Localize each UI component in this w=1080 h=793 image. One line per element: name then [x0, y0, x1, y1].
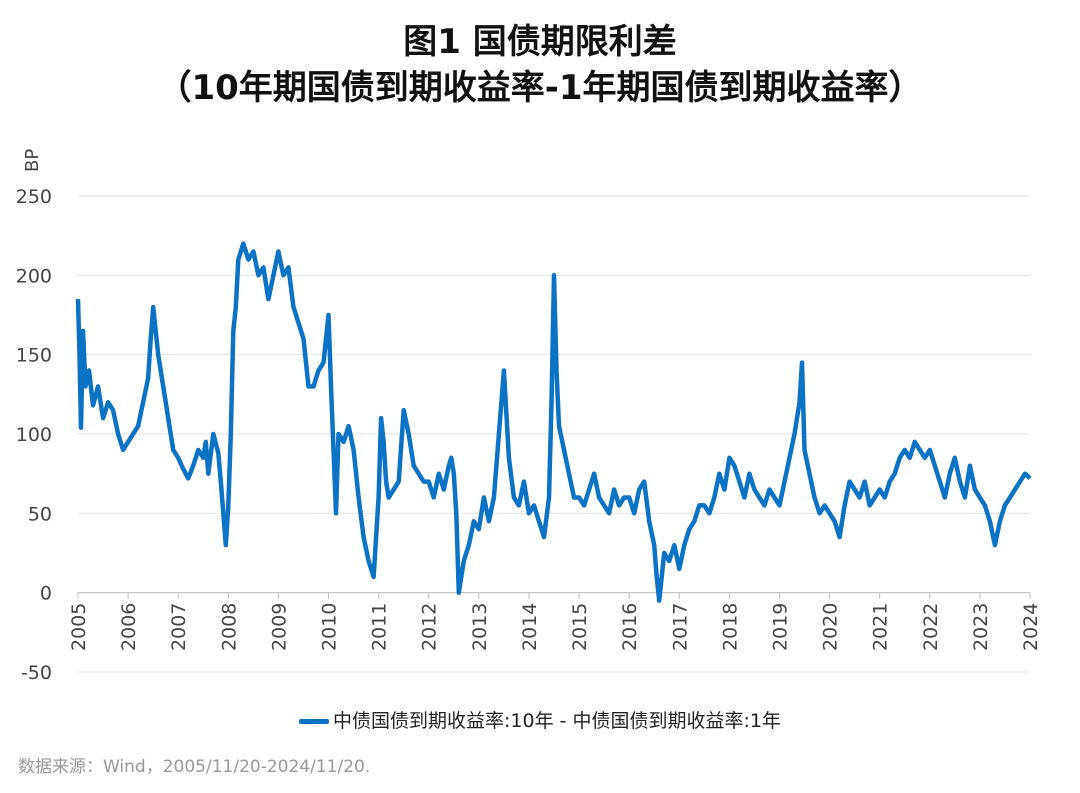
x-tick-label: 2019: [769, 603, 791, 651]
chart-title: 图1 国债期限利差: [403, 22, 677, 62]
y-axis-label: BP: [22, 149, 43, 172]
x-tick-label: 2010: [319, 603, 341, 651]
x-tick-label: 2014: [519, 603, 541, 651]
legend-label: 中债国债到期收益率:10年 - 中债国债到期收益率:1年: [332, 710, 781, 732]
y-tick-label: 200: [16, 265, 52, 287]
x-tick-label: 2013: [469, 603, 491, 651]
y-tick-label: 0: [40, 583, 52, 605]
x-tick-label: 2022: [920, 603, 942, 651]
x-tick-labels: 2005 2006 2007 2008 2009 2010 2011 2012 2013 2014…: [68, 592, 1042, 651]
x-tick-label: 2021: [870, 603, 892, 651]
y-tick-label: 50: [28, 503, 52, 525]
x-tick-label: 2006: [118, 603, 140, 651]
x-tick-label: 2015: [569, 603, 591, 651]
x-tick-label: 2007: [168, 603, 190, 651]
y-tick-label: -50: [21, 662, 52, 684]
y-tick-label: 100: [16, 424, 52, 446]
x-tick-label: 2009: [268, 603, 290, 651]
y-tick-label: 150: [16, 345, 52, 367]
y-tick-label: 250: [16, 186, 52, 208]
legend: 中债国债到期收益率:10年 - 中债国债到期收益率:1年: [0, 706, 1080, 733]
x-tick-label: 2020: [820, 603, 842, 651]
x-tick-label: 2011: [369, 603, 391, 651]
x-tick-label: 2008: [218, 603, 240, 651]
gridlines: [78, 195, 1030, 673]
x-tick-label: 2016: [619, 603, 641, 651]
chart-subtitle: （10年期国债到期收益率-1年期国债到期收益率）: [157, 68, 923, 108]
y-tick-labels: 250 200 150 100 50 0 -50: [16, 186, 52, 684]
legend-swatch: [298, 719, 329, 724]
x-tick-label: 2017: [669, 603, 691, 651]
x-tick-label: 2012: [419, 603, 441, 651]
x-tick-label: 2005: [68, 603, 90, 651]
x-tick-label: 2024: [1020, 603, 1042, 651]
x-tick-label: 2018: [719, 603, 741, 651]
source-note: 数据来源：Wind，2005/11/20-2024/11/20.: [18, 757, 371, 777]
series-line: [75, 241, 1032, 603]
x-tick-label: 2023: [970, 603, 992, 651]
